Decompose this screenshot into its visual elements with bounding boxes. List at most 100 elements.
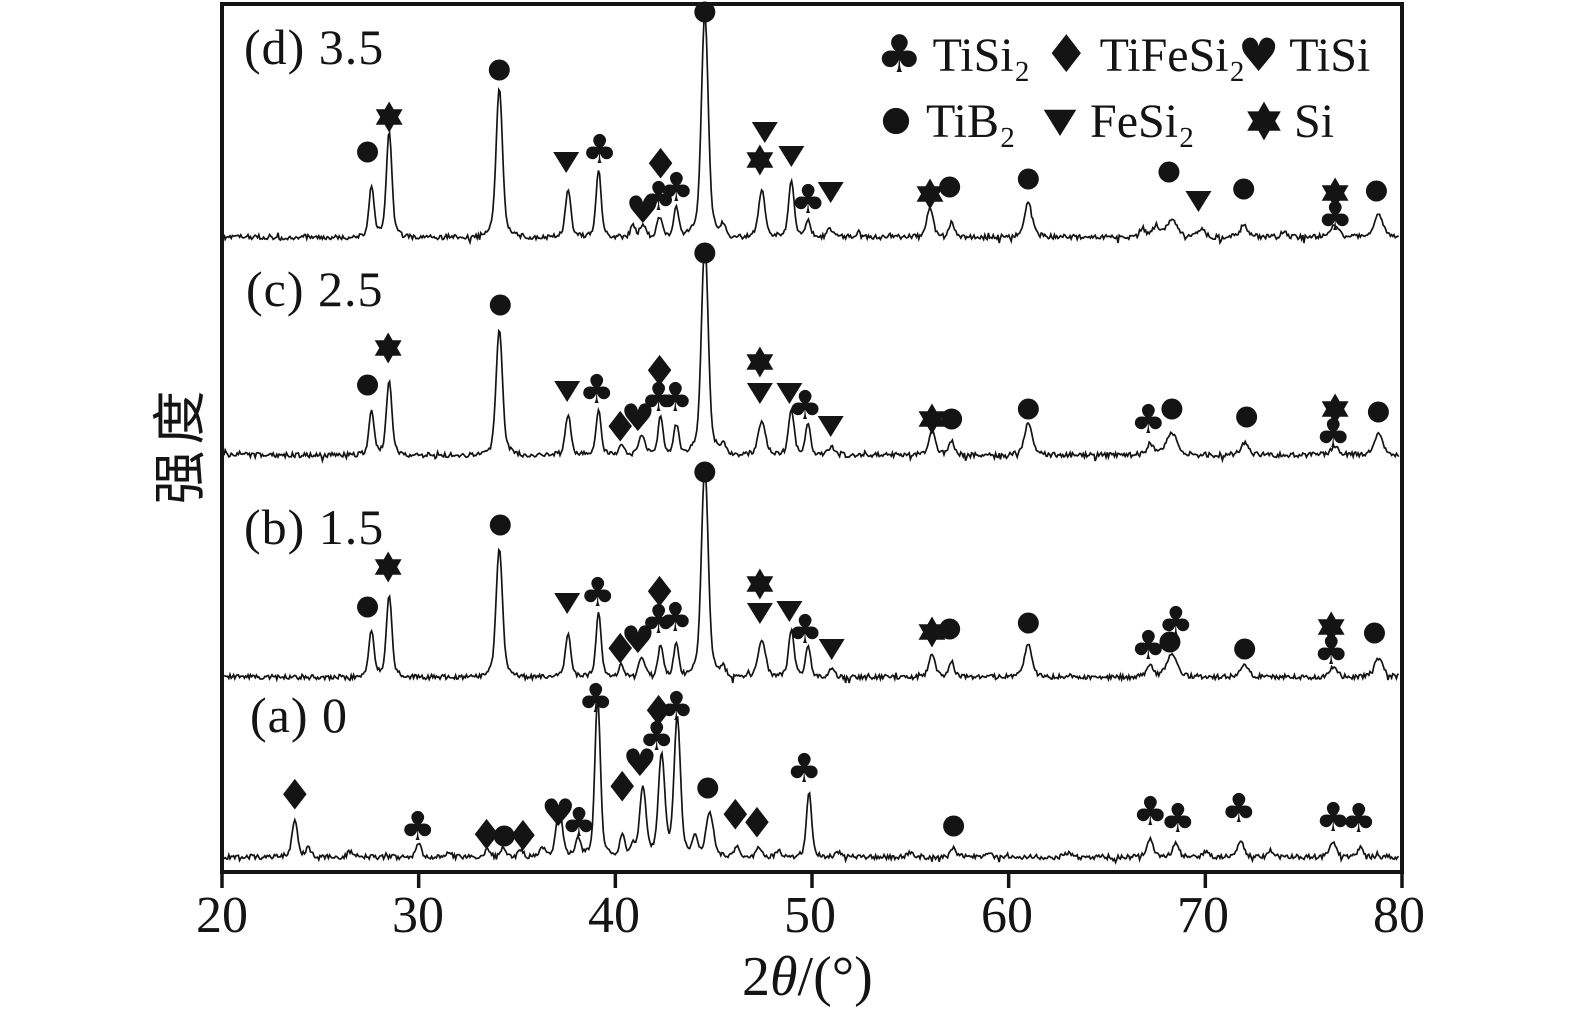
circle-marker-d (1017, 168, 1039, 190)
heart-marker-c: ♥ (621, 396, 655, 440)
star6-marker-c (1321, 393, 1349, 425)
x-tick-80: 80 (1373, 887, 1425, 944)
star6-marker-c (746, 346, 774, 378)
x-axis-label: 2θ/(°) (742, 945, 873, 1009)
diamond-marker-b: ♦ (641, 568, 679, 617)
diamond-marker-a: ♦ (716, 791, 754, 840)
heart-marker-d: ♥ (626, 188, 660, 232)
circle-marker-c (489, 294, 511, 316)
star6-marker-b (918, 616, 946, 648)
circle-marker-b (357, 596, 379, 618)
club-marker-d: ♣ (1317, 194, 1353, 240)
legend-label-tisi: TiSi (1289, 28, 1371, 82)
heart-marker-b: ♥ (621, 618, 655, 662)
xrd-trace-d (223, 14, 1399, 246)
triangle-marker-b (776, 601, 803, 622)
club-marker-c: ♣ (1315, 411, 1351, 457)
legend-item-si: Si (1244, 92, 1334, 150)
circle-marker-d (357, 141, 379, 163)
triangle-marker-c (746, 383, 773, 404)
heart-icon: ♥ (1238, 28, 1280, 82)
club-marker-c: ♣ (1130, 397, 1166, 443)
x-tick-30: 30 (392, 887, 444, 944)
circle-marker-b (694, 461, 716, 483)
diamond-marker-a: ♦ (276, 771, 314, 820)
legend-item-tifesi2: ♦ TiFeSi₂ (1043, 26, 1245, 84)
y-axis-label: 强度 (148, 384, 212, 505)
club-marker-c: ♣ (641, 375, 677, 421)
star6-marker-b (1317, 611, 1345, 643)
circle-icon (882, 107, 910, 135)
club-marker-a: ♣ (400, 804, 436, 850)
club-marker-a: ♣ (639, 714, 675, 760)
x-tick-70: 70 (1177, 887, 1229, 944)
club-marker-a: ♣ (1132, 789, 1168, 835)
circle-marker-c (1236, 406, 1258, 428)
trace-label-c: (c) 2.5 (246, 261, 384, 317)
star-icon (1247, 101, 1281, 141)
diamond-marker-c: ♦ (641, 347, 679, 396)
legend-label-tifesi2: TiFeSi₂ (1099, 28, 1246, 82)
club-marker-d: ♣ (658, 165, 694, 211)
star6-marker-d (1321, 177, 1349, 209)
diamond-marker-c: ♦ (601, 403, 639, 452)
club-marker-a: ♣ (561, 800, 597, 846)
legend-item-tib2: TiB₂ (876, 92, 1016, 150)
club-marker-a: ♣ (1341, 796, 1377, 842)
diamond-marker-d: ♦ (642, 140, 680, 189)
club-marker-a: ♣ (1160, 796, 1196, 842)
circle-marker-b (489, 514, 511, 536)
circle-marker-b (939, 618, 961, 640)
diamond-marker-a: ♦ (640, 687, 678, 736)
star6-marker-d (375, 101, 403, 133)
circle-marker-d (1158, 161, 1180, 183)
xrd-trace-c (223, 243, 1400, 465)
club-marker-b: ♣ (657, 595, 693, 641)
club-marker-b: ♣ (641, 597, 677, 643)
club-marker-a: ♣ (578, 676, 614, 722)
diamond-marker-b: ♦ (601, 625, 639, 674)
heart-marker-a: ♥ (623, 741, 657, 785)
diamond-marker-a: ♦ (738, 799, 776, 848)
club-marker-d: ♣ (641, 174, 677, 220)
circle-marker-c (1017, 398, 1039, 420)
x-axis-label-2: 2 (742, 946, 770, 1008)
triangle-marker-c (776, 383, 803, 404)
club-marker-c: ♣ (657, 375, 693, 421)
x-tick-40: 40 (588, 887, 640, 944)
club-marker-b: ♣ (787, 607, 823, 653)
circle-marker-c (1161, 398, 1183, 420)
x-tick-20: 20 (196, 887, 248, 944)
circle-marker-d (694, 1, 716, 23)
circle-icon (876, 101, 916, 141)
plot-frame (220, 2, 1404, 874)
circle-marker-b (1234, 638, 1256, 660)
circle-marker-c (1367, 401, 1389, 423)
club-marker-b: ♣ (580, 570, 616, 616)
legend-label-tib2: TiB₂ (926, 94, 1016, 148)
trace-label-a: (a) 0 (250, 687, 348, 743)
club-marker-a: ♣ (1221, 786, 1257, 832)
circle-marker-d (939, 176, 961, 198)
club-marker-a: ♣ (658, 684, 694, 730)
x-tick-50: 50 (784, 887, 836, 944)
trace-label-d: (d) 3.5 (244, 19, 385, 75)
legend-label-fesi2: FeSi₂ (1090, 94, 1195, 148)
circle-marker-c (694, 242, 716, 264)
club-marker-b: ♣ (1158, 599, 1194, 645)
triangle-marker-d (553, 152, 580, 173)
legend-item-fesi2: FeSi₂ (1040, 92, 1195, 150)
triangle-down-icon (1043, 109, 1077, 136)
xrd-trace-a (223, 699, 1400, 866)
triangle-marker-c (554, 381, 581, 402)
circle-marker-d (1365, 180, 1387, 202)
club-marker-d: ♣ (582, 127, 618, 173)
star6-marker-b (374, 551, 402, 583)
star6-marker-b (746, 568, 774, 600)
heart-marker-a: ♥ (541, 791, 575, 835)
diamond-marker-a: ♦ (504, 812, 542, 861)
triangle-marker-b (554, 593, 581, 614)
triangle-down-icon (1040, 101, 1080, 141)
circle-marker-b (1159, 631, 1181, 653)
